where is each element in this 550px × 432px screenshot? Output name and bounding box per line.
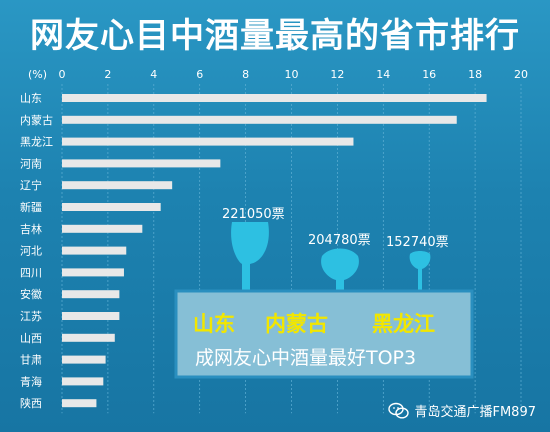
category-label: 内蒙古 [20,113,53,127]
x-tick-label: 10 [285,68,299,81]
category-label: 山西 [20,332,42,345]
wine-glass-icon [231,222,269,292]
unit-label: (%) [28,68,47,81]
top3-province: 内蒙古 [265,312,328,336]
category-label: 青海 [20,374,42,388]
x-tick-label: 4 [150,68,157,81]
x-tick-label: 2 [104,68,111,81]
vote-annotations: 221050票 204780票 152740票 [222,207,449,250]
top3-highlight-box: 山东 内蒙古 黑龙江 成网友心中酒量最好TOP3 [174,289,474,379]
watermark-text: 青岛交通广播FM897 [414,405,536,420]
x-axis-ticks: (%) 0 2 4 6 8 10 12 14 16 18 20 [28,68,528,81]
bar [62,268,124,277]
bar [62,94,487,102]
x-tick-label: 18 [468,68,482,81]
bar [62,377,104,386]
category-label: 陕西 [20,396,42,410]
top3-province: 黑龙江 [372,312,435,336]
category-label: 河北 [20,245,42,258]
x-tick-label: 12 [330,68,344,81]
chart-title: 网友心目中酒量最高的省市排行 [30,16,520,56]
bar [62,355,106,364]
x-tick-label: 8 [242,68,249,81]
category-label: 安徽 [20,287,42,301]
category-label: 黑龙江 [20,136,53,149]
category-label: 河南 [20,157,42,170]
bar [62,312,120,320]
category-label: 四川 [20,266,42,279]
bar [62,203,161,211]
bar [62,246,127,255]
top3-province: 山东 [193,312,235,336]
vote-count-label: 152740票 [386,235,449,250]
wine-glass-icon [321,248,359,292]
wine-glass-icon [409,251,431,292]
bar [62,181,173,190]
bars [62,94,487,408]
x-tick-label: 20 [514,68,528,81]
category-label: 新疆 [20,200,42,214]
watermark: 青岛交通广播FM897 [388,401,536,420]
x-tick-label: 0 [59,68,66,81]
bar [62,333,115,342]
x-tick-label: 14 [376,68,390,81]
bar [62,137,354,146]
category-label: 辽宁 [20,178,42,192]
bar [62,399,97,408]
x-tick-label: 6 [196,68,203,81]
top3-caption: 成网友心中酒量最好TOP3 [195,347,416,369]
bar [62,115,457,124]
vote-count-label: 221050票 [222,207,285,222]
category-label: 吉林 [20,222,42,236]
wechat-icon [388,402,410,419]
bar [62,224,143,233]
bar [62,159,221,168]
category-label: 山东 [20,92,42,105]
x-tick-label: 16 [422,68,436,81]
vote-count-label: 204780票 [308,233,371,248]
category-label: 甘肃 [20,354,42,367]
category-label: 江苏 [20,310,42,323]
wine-glasses [231,222,431,292]
bar [62,290,120,299]
